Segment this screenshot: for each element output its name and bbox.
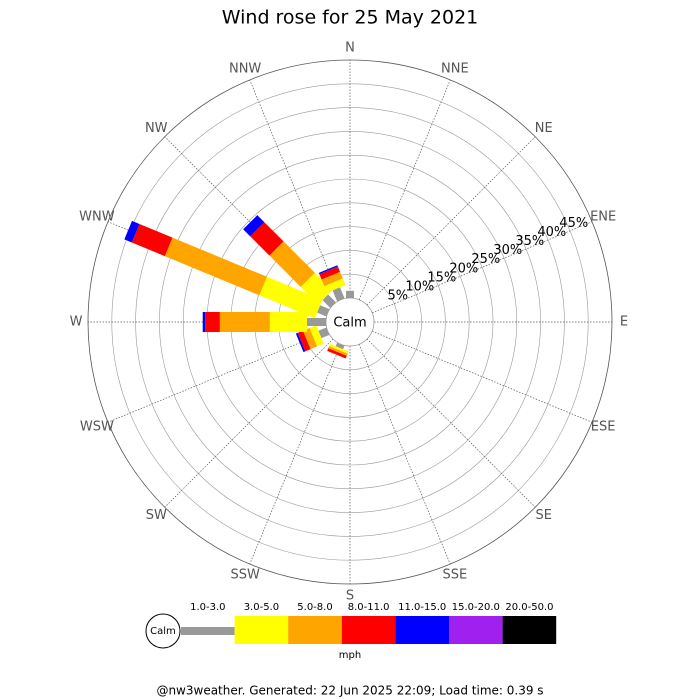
direction-label: ESE: [591, 419, 616, 434]
bar-segment: [321, 271, 343, 287]
bar-segment: [309, 325, 324, 347]
bar-segment: [202, 312, 206, 332]
legend-label: 8.0-11.0: [348, 602, 390, 613]
legend: Calm mph 1.0-3.0 3.0-5.0 5.0-8.0 8.0-11.0 11…: [145, 602, 557, 661]
direction-label: SSE: [442, 568, 467, 583]
bar-segment: [335, 342, 345, 350]
bar-segment: [322, 294, 336, 308]
legend-label: 20.0-50.0: [505, 602, 553, 613]
bar-segment: [205, 312, 220, 332]
r-tick-label: 40%: [537, 225, 566, 240]
direction-label: ENE: [590, 210, 616, 225]
r-tick-label: 20%: [449, 261, 478, 276]
legend-label: 3.0-5.0: [244, 602, 279, 613]
bar-segment: [319, 266, 341, 280]
direction-label: E: [620, 315, 628, 330]
direction-label: WSW: [80, 419, 114, 434]
bar-segment: [259, 276, 323, 319]
direction-label: NNW: [229, 61, 261, 76]
bars: [124, 215, 376, 359]
legend-swatch: [341, 616, 396, 644]
grid-ring: [182, 154, 518, 490]
bar-segment: [317, 305, 330, 317]
r-tick-label: 10%: [405, 280, 434, 295]
bar-segment: [124, 220, 140, 243]
spoke: [358, 344, 451, 565]
calm-circle: [325, 297, 375, 347]
spoke: [107, 330, 328, 423]
bar-segment: [324, 278, 346, 293]
legend-swatch: [502, 616, 557, 644]
bar-segment: [300, 272, 333, 305]
direction-label: SSW: [230, 568, 260, 583]
bar-segment: [164, 237, 268, 296]
r-tick-label: 15%: [427, 270, 456, 285]
spoke: [366, 338, 536, 508]
legend-swatch: [181, 627, 235, 635]
bar-segment: [131, 223, 173, 257]
footer: @nw3weather. Generated: 22 Jun 2025 22:0…: [156, 684, 543, 698]
direction-label: N: [345, 41, 355, 56]
bar-segment: [243, 215, 265, 237]
bar-segment: [318, 265, 338, 275]
direction-label: SW: [146, 508, 167, 523]
spoke: [372, 221, 593, 314]
bar-segment: [306, 318, 326, 326]
spoke: [164, 338, 334, 508]
bar-segment: [346, 290, 354, 298]
bar-segment: [328, 346, 348, 356]
spoke: [358, 79, 451, 300]
direction-label: WNW: [79, 210, 115, 225]
r-tick-label: 35%: [515, 234, 544, 249]
spoke: [372, 330, 593, 423]
bar-segment: [327, 348, 347, 359]
bar-segment: [250, 222, 284, 256]
bar-segment: [302, 327, 318, 350]
direction-label: S: [346, 589, 354, 604]
grid-ring: [159, 131, 541, 513]
bar-segment: [269, 241, 315, 287]
legend-label: 1.0-3.0: [190, 602, 225, 613]
bar-segment: [219, 312, 270, 332]
r-tick-label: 45%: [559, 216, 588, 231]
legend-swatch: [288, 616, 342, 644]
direction-label: W: [70, 315, 83, 330]
legend-label: 5.0-8.0: [297, 602, 332, 613]
bar-segment: [269, 312, 307, 332]
calm-label: Calm: [333, 316, 366, 331]
legend-swatch: [395, 616, 449, 644]
direction-label: SE: [536, 508, 552, 523]
spoke: [249, 79, 342, 300]
bar-segment: [297, 330, 311, 352]
legend-unit: mph: [339, 650, 361, 661]
direction-label: NNE: [441, 61, 469, 76]
direction-label: NW: [145, 121, 168, 136]
legend-label: 15.0-20.0: [452, 602, 500, 613]
spoke: [249, 344, 342, 565]
legend-calm-circle: [145, 613, 181, 649]
legend-swatch: [234, 616, 289, 644]
spoke: [366, 136, 536, 306]
chart-title: Wind rose for 25 May 2021: [222, 7, 479, 29]
bar-segment: [329, 343, 349, 354]
bar-segment: [295, 332, 306, 353]
legend-label: 11.0-15.0: [398, 602, 446, 613]
bar-segment: [318, 327, 330, 339]
legend-calm-label: Calm: [150, 626, 176, 637]
legend-swatch: [449, 616, 503, 644]
r-tick-label: 30%: [493, 243, 522, 258]
r-tick-label: 25%: [471, 252, 500, 267]
bar-segment: [332, 287, 345, 302]
direction-label: NE: [535, 121, 553, 136]
